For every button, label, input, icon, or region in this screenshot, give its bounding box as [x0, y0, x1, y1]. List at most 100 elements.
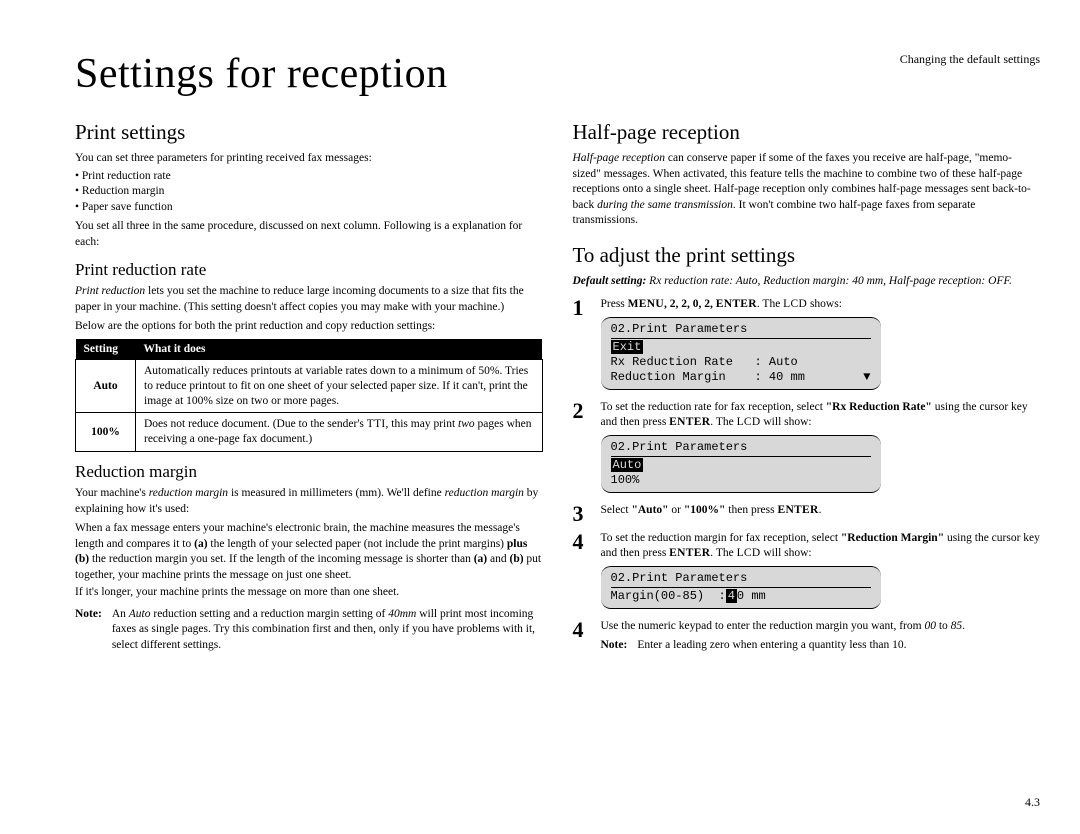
step-body: To set the reduction margin for fax rece…: [601, 531, 1041, 613]
steps-list: 1 Press MENU, 2, 2, 0, 2, ENTER. The LCD…: [573, 297, 1041, 654]
text: reduction setting and a reduction margin…: [151, 608, 389, 620]
lcd-abbr: LCD: [783, 298, 807, 310]
lcd-line: Reduction Margin : 40 mm: [611, 370, 805, 384]
step-number: 4: [573, 619, 591, 641]
lcd-line: 02.Print Parameters: [611, 440, 748, 454]
emphasis: two: [458, 418, 475, 430]
step-body: Select "Auto" or "100%" then press ENTER…: [601, 503, 1041, 519]
text: .: [962, 620, 965, 632]
table-header-row: Setting What it does: [76, 339, 543, 360]
reduction-margin-heading: Reduction margin: [75, 462, 543, 482]
text: , this may print: [386, 418, 459, 430]
print-params-list: Print reduction rate Reduction margin Pa…: [75, 169, 543, 216]
text: Does not reduce document. (Due to the se…: [144, 418, 367, 430]
lcd-display: 02.Print Parameters Auto 100%: [601, 435, 881, 493]
print-reduction-desc: Print reduction lets you set the machine…: [75, 284, 543, 315]
left-column: Print settings You can set three paramet…: [75, 120, 543, 660]
option-name: "Rx Reduction Rate": [826, 401, 932, 413]
note-text: Enter a leading zero when entering a qua…: [637, 638, 906, 654]
term: Half-page reception: [573, 152, 666, 164]
text: . The: [710, 416, 736, 428]
lcd-display: 02.Print Parameters Exit Rx Reduction Ra…: [601, 317, 881, 390]
note-label: Note:: [601, 638, 628, 654]
table-row: Auto Automatically reduces printouts at …: [76, 359, 543, 413]
reduction-margin-p2: When a fax message enters your machine's…: [75, 521, 543, 583]
col-what-it-does: What it does: [136, 339, 543, 360]
label-b2: (b): [509, 553, 523, 565]
text: will show:: [761, 547, 812, 559]
print-settings-heading: Print settings: [75, 120, 543, 145]
page-title: Settings for reception: [75, 50, 1040, 98]
step-number: 1: [573, 297, 591, 319]
down-arrow-icon: ▼: [863, 370, 870, 385]
text: An: [112, 608, 129, 620]
40mm-term: 40mm: [388, 608, 416, 620]
col-setting: Setting: [76, 339, 136, 360]
reduction-margin-p3: If it's longer, your machine prints the …: [75, 585, 543, 601]
text: will show:: [761, 416, 812, 428]
note-block: Note: Enter a leading zero when entering…: [601, 638, 1041, 654]
range-max: 85: [951, 620, 963, 632]
text: Press: [601, 298, 628, 310]
text: To set the reduction margin for fax rece…: [601, 532, 841, 544]
step: 4 To set the reduction margin for fax re…: [573, 531, 1041, 613]
running-head: Changing the default settings: [900, 52, 1040, 67]
menu-key: MENU: [628, 298, 664, 310]
text: Use the numeric keypad to enter the redu…: [601, 620, 925, 632]
print-reduction-heading: Print reduction rate: [75, 260, 543, 280]
lcd-line: 02.Print Parameters: [611, 322, 748, 336]
setting-name: 100%: [76, 413, 136, 452]
text: Select: [601, 504, 632, 516]
enter-key: ENTER: [669, 416, 710, 428]
text: , 2, 2, 0, 2,: [664, 298, 716, 310]
text: Your machine's: [75, 487, 149, 499]
adjust-heading: To adjust the print settings: [573, 243, 1041, 268]
lcd-abbr: LCD: [737, 547, 761, 559]
list-item: Paper save function: [87, 200, 543, 216]
reduction-settings-table: Setting What it does Auto Automatically …: [75, 339, 543, 453]
option: "100%": [684, 504, 726, 516]
right-column: Half-page reception Half-page reception …: [573, 120, 1041, 660]
option: "Auto": [631, 504, 668, 516]
text: shows:: [807, 298, 842, 310]
text: then press: [725, 504, 777, 516]
two-column-layout: Print settings You can set three paramet…: [75, 120, 1040, 660]
step: 3 Select "Auto" or "100%" then press ENT…: [573, 503, 1041, 525]
tti-abbr: TTI: [367, 418, 386, 430]
text: . The: [710, 547, 736, 559]
table-row: 100% Does not reduce document. (Due to t…: [76, 413, 543, 452]
term: reduction margin: [149, 487, 228, 499]
lcd-line: Rx Reduction Rate : Auto: [611, 355, 798, 369]
lcd-cursor: 4: [726, 589, 737, 603]
table-intro: Below are the options for both the print…: [75, 319, 543, 335]
range-min: 00: [924, 620, 936, 632]
half-page-heading: Half-page reception: [573, 120, 1041, 145]
step-number: 3: [573, 503, 591, 525]
enter-key: ENTER: [669, 547, 710, 559]
lcd-display: 02.Print Parameters Margin(00-85) :40 mm: [601, 566, 881, 609]
note-block: Note: An Auto reduction setting and a re…: [75, 607, 543, 654]
emphasis: during the same transmission: [597, 199, 733, 211]
after-bullets-text: You set all three in the same procedure,…: [75, 219, 543, 250]
default-value: Rx reduction rate: Auto, Reduction margi…: [649, 275, 1012, 287]
text: To set the reduction rate for fax recept…: [601, 401, 826, 413]
step-number: 4: [573, 531, 591, 553]
step-number: 2: [573, 400, 591, 422]
text: the length of your selected paper (not i…: [208, 538, 507, 550]
lcd-line: 100%: [611, 473, 640, 487]
lcd-line: 02.Print Parameters: [611, 571, 748, 585]
lcd-line: 0 mm: [737, 589, 766, 603]
default-setting-line: Default setting: Rx reduction rate: Auto…: [573, 274, 1041, 290]
step: 1 Press MENU, 2, 2, 0, 2, ENTER. The LCD…: [573, 297, 1041, 394]
text: is measured in millimeters (mm). We'll d…: [228, 487, 445, 499]
note-text: An Auto reduction setting and a reductio…: [112, 607, 543, 654]
step-body: Press MENU, 2, 2, 0, 2, ENTER. The LCD s…: [601, 297, 1041, 394]
page-number: 4.3: [1025, 795, 1040, 810]
setting-desc: Automatically reduces printouts at varia…: [136, 359, 543, 413]
reduction-margin-p1: Your machine's reduction margin is measu…: [75, 486, 543, 517]
term: Print reduction: [75, 285, 145, 297]
list-item: Print reduction rate: [87, 169, 543, 185]
default-label: Default setting:: [573, 275, 647, 287]
step-body: To set the reduction rate for fax recept…: [601, 400, 1041, 497]
enter-key: ENTER: [777, 504, 818, 516]
